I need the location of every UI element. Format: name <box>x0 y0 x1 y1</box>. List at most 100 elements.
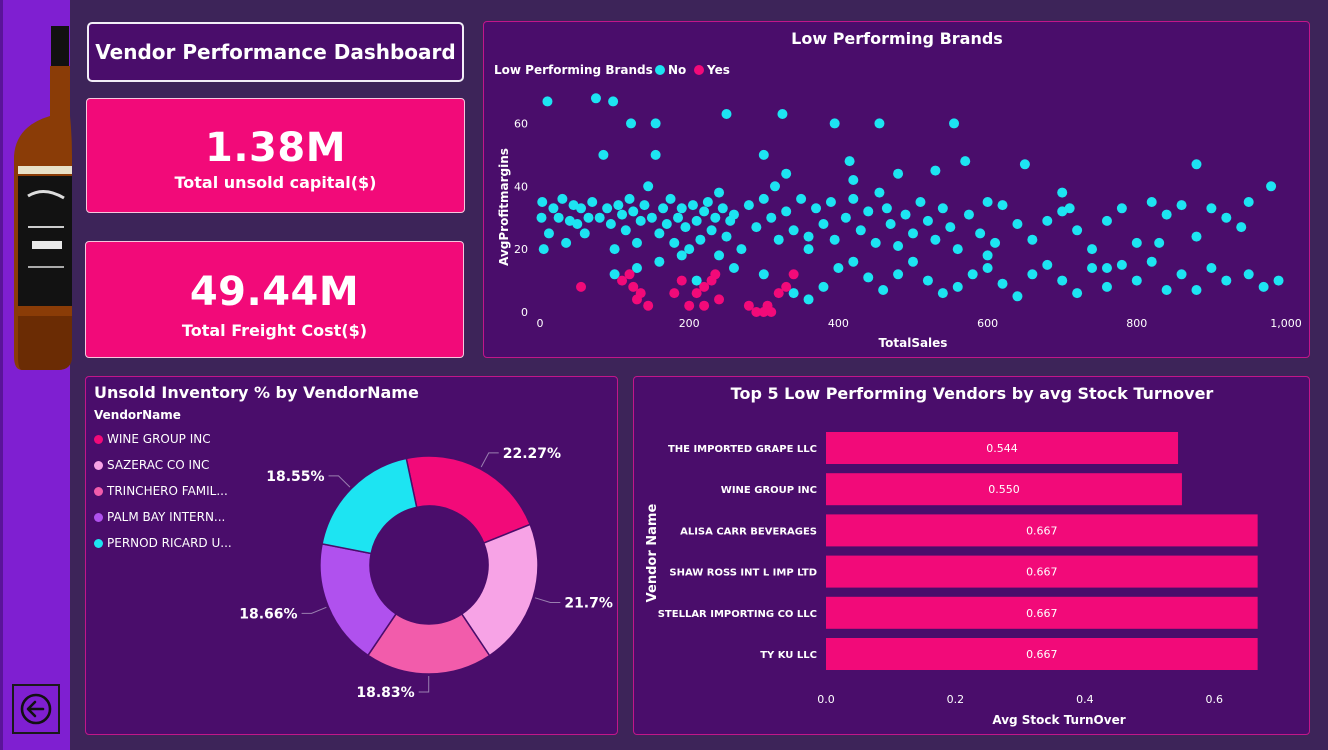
scatter-point-no[interactable] <box>874 187 885 198</box>
scatter-point-no[interactable] <box>982 250 993 261</box>
scatter-point-no[interactable] <box>818 219 829 229</box>
scatter-point-no[interactable] <box>587 197 598 207</box>
scatter-point-no[interactable] <box>863 206 874 217</box>
scatter-point-no[interactable] <box>609 244 620 255</box>
scatter-point-no[interactable] <box>1042 215 1053 226</box>
scatter-point-no[interactable] <box>1146 197 1157 207</box>
scatter-point-no[interactable] <box>803 244 814 255</box>
scatter-point-yes[interactable] <box>743 300 754 311</box>
scatter-point-no[interactable] <box>721 231 732 242</box>
donut-slice[interactable] <box>405 455 532 544</box>
scatter-point-no[interactable] <box>848 193 859 204</box>
scatter-point-no[interactable] <box>1243 269 1254 280</box>
scatter-point-no[interactable] <box>769 181 780 192</box>
scatter-point-no[interactable] <box>613 200 624 211</box>
scatter-point-yes[interactable] <box>684 300 695 311</box>
scatter-point-yes[interactable] <box>643 300 654 311</box>
scatter-point-no[interactable] <box>982 197 993 207</box>
scatter-point-no[interactable] <box>937 288 948 299</box>
scatter-point-no[interactable] <box>1131 237 1142 248</box>
scatter-point-no[interactable] <box>1154 237 1165 248</box>
back-button[interactable] <box>12 684 60 734</box>
scatter-point-no[interactable] <box>915 197 926 207</box>
scatter-point-no[interactable] <box>829 118 840 129</box>
scatter-point-no[interactable] <box>564 215 575 226</box>
scatter-point-no[interactable] <box>1057 275 1068 286</box>
scatter-point-no[interactable] <box>691 215 702 226</box>
scatter-point-no[interactable] <box>1176 200 1187 211</box>
legend-item[interactable]: TRINCHERO FAMIL... <box>94 478 232 504</box>
scatter-point-no[interactable] <box>1101 263 1112 273</box>
scatter-point-no[interactable] <box>646 212 657 223</box>
scatter-point-no[interactable] <box>1012 291 1023 302</box>
scatter-point-no[interactable] <box>548 203 559 214</box>
scatter-point-no[interactable] <box>710 212 721 223</box>
scatter-point-no[interactable] <box>848 256 859 267</box>
scatter-point-no[interactable] <box>538 244 549 255</box>
scatter-point-no[interactable] <box>833 263 844 273</box>
scatter-point-yes[interactable] <box>617 275 628 286</box>
scatter-point-no[interactable] <box>937 203 948 214</box>
scatter-point-no[interactable] <box>766 212 777 223</box>
scatter-point-no[interactable] <box>661 219 672 229</box>
scatter-point-no[interactable] <box>893 168 904 179</box>
scatter-point-no[interactable] <box>557 193 568 204</box>
scatter-point-no[interactable] <box>714 187 725 198</box>
scatter-point-no[interactable] <box>1176 269 1187 280</box>
scatter-point-no[interactable] <box>717 203 728 214</box>
scatter-point-no[interactable] <box>781 206 792 217</box>
scatter-point-no[interactable] <box>669 237 680 248</box>
bar[interactable] <box>826 596 1258 629</box>
scatter-point-no[interactable] <box>1236 222 1247 233</box>
bar[interactable] <box>826 514 1258 547</box>
scatter-point-no[interactable] <box>654 228 665 239</box>
scatter-point-no[interactable] <box>1191 231 1202 242</box>
scatter-point-no[interactable] <box>982 263 993 273</box>
scatter-point-no[interactable] <box>908 228 918 239</box>
scatter-point-no[interactable] <box>1019 159 1030 170</box>
scatter-point-yes[interactable] <box>624 269 635 280</box>
scatter-point-no[interactable] <box>579 228 590 239</box>
scatter-point-no[interactable] <box>863 272 874 283</box>
scatter-point-no[interactable] <box>706 225 717 236</box>
scatter-point-no[interactable] <box>975 228 986 239</box>
scatter-point-no[interactable] <box>1101 281 1112 292</box>
scatter-point-no[interactable] <box>1206 263 1217 273</box>
scatter-point-no[interactable] <box>1146 256 1157 267</box>
scatter-point-no[interactable] <box>583 212 594 223</box>
scatter-point-no[interactable] <box>803 231 814 242</box>
scatter-point-no[interactable] <box>811 203 822 214</box>
scatter-point-no[interactable] <box>1273 275 1284 286</box>
scatter-point-no[interactable] <box>1057 206 1068 217</box>
scatter-point-yes[interactable] <box>576 281 587 292</box>
scatter-point-no[interactable] <box>676 203 687 214</box>
scatter-point-no[interactable] <box>1266 181 1277 192</box>
scatter-point-no[interactable] <box>1027 234 1038 245</box>
scatter-point-no[interactable] <box>699 206 710 217</box>
scatter-point-no[interactable] <box>844 156 855 167</box>
scatter-point-no[interactable] <box>568 200 579 211</box>
scatter-point-no[interactable] <box>1116 203 1127 214</box>
scatter-point-yes[interactable] <box>773 288 784 299</box>
scatter-point-no[interactable] <box>788 288 799 299</box>
scatter-point-yes[interactable] <box>635 288 646 299</box>
scatter-point-no[interactable] <box>796 193 807 204</box>
scatter-point-no[interactable] <box>561 237 572 248</box>
scatter-point-no[interactable] <box>631 237 642 248</box>
scatter-point-no[interactable] <box>609 269 620 280</box>
scatter-point-no[interactable] <box>930 234 941 245</box>
scatter-point-no[interactable] <box>598 149 609 160</box>
scatter-point-no[interactable] <box>728 209 739 220</box>
scatter-point-no[interactable] <box>960 156 971 167</box>
scatter-point-yes[interactable] <box>710 269 721 280</box>
scatter-point-no[interactable] <box>893 241 904 251</box>
scatter-point-no[interactable] <box>1221 212 1232 223</box>
scatter-point-no[interactable] <box>643 181 654 192</box>
scatter-point-no[interactable] <box>967 269 978 280</box>
scatter-point-no[interactable] <box>945 222 956 233</box>
scatter-point-no[interactable] <box>628 206 639 217</box>
scatter-point-no[interactable] <box>608 96 619 107</box>
scatter-point-no[interactable] <box>922 275 933 286</box>
scatter-point-no[interactable] <box>626 118 637 129</box>
scatter-point-no[interactable] <box>840 212 851 223</box>
